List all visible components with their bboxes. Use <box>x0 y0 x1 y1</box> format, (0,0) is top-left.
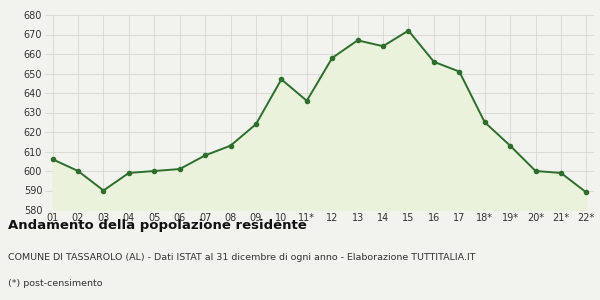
Text: COMUNE DI TASSAROLO (AL) - Dati ISTAT al 31 dicembre di ogni anno - Elaborazione: COMUNE DI TASSAROLO (AL) - Dati ISTAT al… <box>8 254 475 262</box>
Text: (*) post-censimento: (*) post-censimento <box>8 279 102 288</box>
Text: Andamento della popolazione residente: Andamento della popolazione residente <box>8 219 307 232</box>
